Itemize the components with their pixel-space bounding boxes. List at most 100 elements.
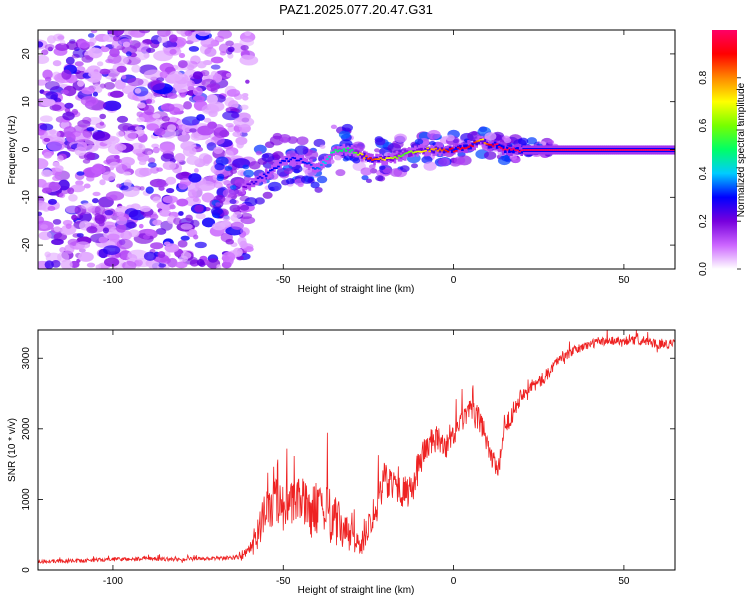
heatmap-cell (517, 137, 529, 145)
heatmap-cell (147, 80, 165, 91)
heatmap-cell (122, 41, 131, 48)
heatmap-cell (43, 129, 61, 139)
heatmap-cell (92, 91, 98, 97)
heatmap-ridge-cell (348, 150, 352, 153)
heatmap-cell (411, 163, 418, 169)
heatmap-cell (203, 117, 212, 123)
heatmap-cell (204, 47, 217, 57)
heatmap-cell (64, 244, 75, 254)
heatmap-cell (188, 46, 200, 52)
heatmap-ridge-cell (401, 152, 405, 157)
heatmap-cell (239, 240, 248, 249)
heatmap-cell (52, 60, 62, 67)
heatmap-cell (169, 48, 177, 55)
heatmap-ridge-cell (426, 147, 429, 150)
heatmap-cell (77, 40, 90, 49)
heatmap-cell (38, 231, 52, 241)
heatmap-cell (80, 96, 99, 107)
heatmap-cell (138, 160, 147, 166)
heatmap-ridge-cell (262, 173, 266, 176)
heatmap-ridge-cell (508, 148, 511, 153)
heatmap-cell (152, 196, 161, 203)
heatmap-ridge-cell (444, 149, 448, 152)
snr-x-label: Height of straight line (km) (298, 585, 415, 596)
heatmap-ridge-cell (281, 159, 284, 162)
heatmap-cell (99, 113, 107, 120)
heatmap-cell (261, 152, 275, 163)
heatmap-ridge-cell (522, 149, 526, 151)
heatmap-ridge-cell (250, 181, 254, 183)
heatmap-ridge-cell (520, 149, 523, 152)
heatmap-cell (278, 134, 291, 143)
snr-x-ticks: -100 -50 0 50 (103, 330, 630, 587)
heatmap-cell (262, 191, 273, 199)
heatmap-ridge-cell (553, 149, 556, 151)
heatmap-cell (181, 130, 187, 136)
heatmap-ridge-cell (461, 146, 464, 149)
heatmap-cell (127, 77, 144, 87)
heatmap-cell (222, 251, 236, 263)
heatmap-cell (41, 49, 49, 56)
heatmap-cell (102, 100, 122, 112)
heatmap-cell (52, 175, 61, 182)
heatmap-ridge-cell (420, 147, 423, 152)
heatmap-ridge-cell (266, 171, 270, 176)
heatmap-ridge-cell (669, 149, 673, 151)
heatmap-cell (99, 68, 111, 75)
heatmap-ridge-cell (628, 149, 632, 151)
heatmap-ridge-cell (493, 141, 497, 151)
heatmap-cell (174, 83, 189, 93)
heatmap-ridge-cell (318, 167, 321, 170)
heatmap-ridge-cell (534, 149, 538, 151)
heatmap-ridge-cell (651, 149, 654, 151)
heatmap-ridge-cell (264, 175, 268, 177)
heatmap-ridge-cell (409, 152, 413, 157)
heatmap-cell (192, 71, 204, 80)
heatmap-ridge-cell (622, 149, 626, 151)
heatmap-cell (285, 178, 295, 185)
heatmap-cell (115, 215, 128, 226)
heatmap-cell (75, 180, 84, 186)
heatmap-ridge-cell (495, 144, 499, 149)
heatmap-ridge-cell (369, 157, 372, 162)
heatmap-cell (180, 171, 190, 177)
heatmap-ridge-cell (454, 149, 458, 152)
heatmap-ridge-cell (266, 171, 270, 174)
heatmap-ridge-cell (573, 149, 577, 151)
heatmap-cell (123, 171, 132, 176)
heatmap-ridge-cell (598, 149, 601, 151)
heatmap-ridge-cell (311, 163, 315, 168)
heatmap-ridge-cell (412, 151, 415, 154)
heatmap-cell (160, 153, 175, 163)
heatmap-ridge-cell (328, 155, 331, 158)
heatmap-ridge-cell (330, 152, 333, 157)
heatmap-ridge-cell (530, 149, 534, 151)
heatmap-cell (240, 227, 250, 236)
heatmap-ridge-cell (501, 148, 505, 151)
heatmap-ridge-cell (258, 176, 262, 181)
heatmap-cell (102, 245, 121, 255)
heatmap-ridge-cell (493, 141, 497, 146)
heatmap-ridge-cell (508, 147, 511, 150)
heatmap-ridge-cell (303, 158, 307, 163)
heatmap-ridge-cell (291, 156, 295, 159)
heatmap-ridge-cell (477, 139, 481, 144)
heatmap-cell (146, 123, 159, 131)
heatmap-cell (137, 102, 146, 109)
heatmap-ridge-cell (332, 148, 335, 153)
heatmap-cell (81, 87, 95, 95)
heatmap-cell (188, 173, 202, 183)
heatmap-ridge-cell (409, 150, 413, 153)
snr-y-ticks: 0 1000 2000 3000 (21, 347, 675, 573)
heatmap-cell (202, 154, 213, 164)
heatmap-ridge-cell (516, 147, 519, 151)
heatmap-cell (38, 41, 44, 48)
heatmap-ridge-cell (483, 139, 487, 149)
heatmap-cell (242, 164, 250, 170)
heatmap-cell (91, 164, 106, 175)
heatmap-ridge-cell (459, 145, 462, 150)
heatmap-cell (52, 162, 60, 167)
y-tick-label: -10 (21, 190, 32, 205)
heatmap-ridge-cell (356, 150, 360, 155)
